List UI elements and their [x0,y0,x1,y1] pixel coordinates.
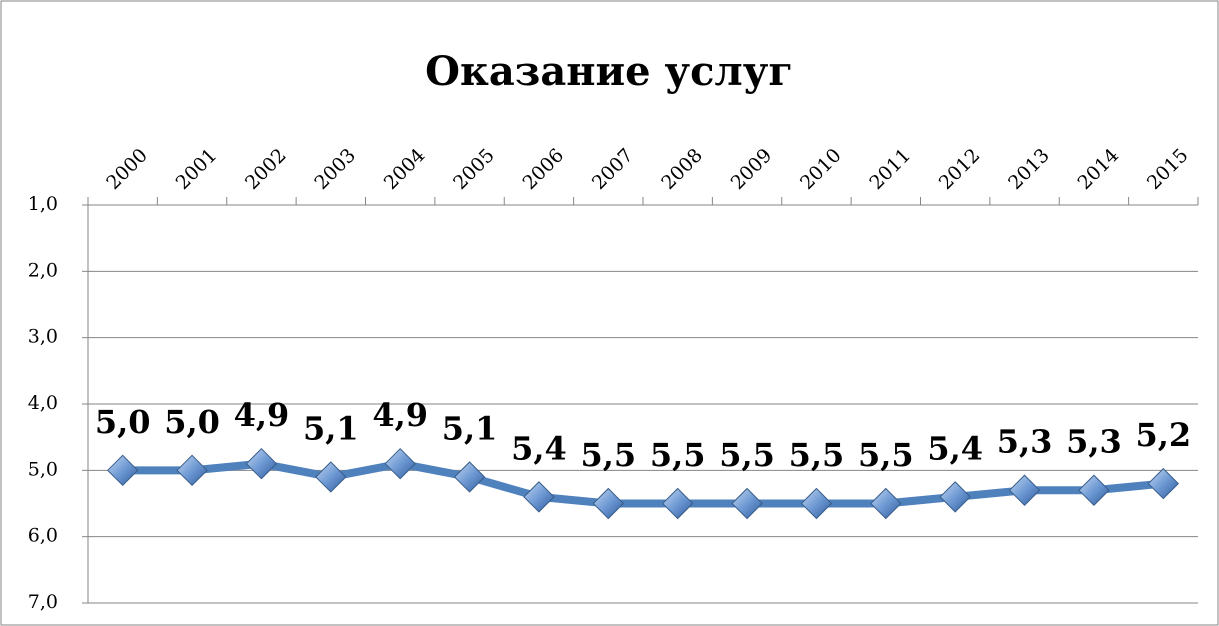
data-label: 5,1 [303,409,359,447]
y-tick-label: 6,0 [28,525,58,547]
data-point [731,487,763,520]
data-label: 5,5 [580,436,636,474]
data-point [1147,467,1180,500]
data-label: 4,9 [234,396,290,434]
data-point [315,461,347,493]
y-tick-label: 4,0 [28,392,58,414]
y-tick-label: 5,0 [28,458,58,480]
data-label: 5,1 [442,409,498,447]
data-point [523,481,555,513]
data-label: 5,5 [650,436,706,474]
data-point [106,454,139,487]
series-line [122,459,1164,508]
data-point [245,447,278,480]
data-label: 5,0 [95,403,151,441]
data-point [1078,474,1110,506]
data-label: 5,0 [164,403,220,441]
y-tick-label: 2,0 [28,259,58,281]
data-label: 5,3 [1066,423,1122,461]
data-label: 5,3 [997,423,1053,461]
data-point [384,447,416,480]
y-tick-label: 7,0 [28,591,58,613]
data-point [939,481,971,513]
data-label: 5,5 [789,436,845,474]
data-point [176,454,208,487]
y-tick-label: 1,0 [28,193,58,215]
data-point [800,487,833,520]
data-label: 5,4 [927,429,983,467]
data-label: 5,4 [511,429,567,467]
y-tick-label: 3,0 [28,326,58,348]
data-point [592,487,625,520]
data-point [661,487,694,520]
data-point [1008,474,1041,506]
data-point [453,461,486,493]
data-label: 5,5 [719,436,775,474]
chart-title: Оказание услуг [425,48,793,95]
data-label: 4,9 [372,396,428,434]
data-label: 5,5 [858,436,914,474]
data-label: 5,2 [1135,416,1191,454]
data-point [870,487,902,520]
